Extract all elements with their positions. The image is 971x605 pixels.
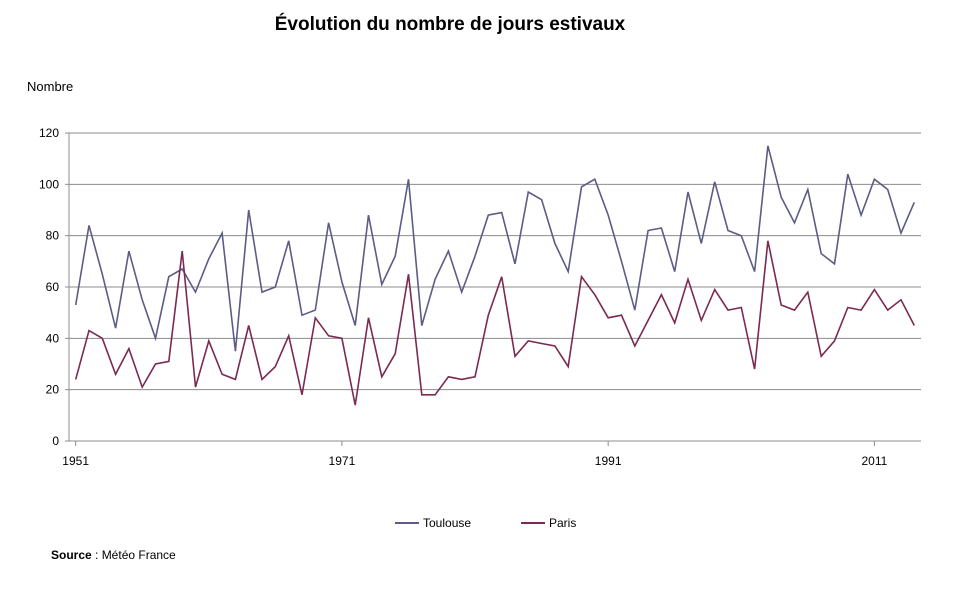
x-tick-labels: 1951 1971 1991 2011 — [62, 454, 887, 468]
series-lines — [74, 145, 916, 406]
x-tick-label: 2011 — [862, 454, 888, 468]
legend-label-paris: Paris — [549, 516, 577, 530]
x-tick-label: 1971 — [329, 454, 356, 468]
legend-swatch-toulouse — [395, 522, 419, 524]
x-tick-label: 1991 — [595, 454, 622, 468]
y-tick-label: 80 — [46, 229, 60, 243]
y-tick-label: 60 — [46, 280, 60, 294]
legend-label-toulouse: Toulouse — [423, 516, 472, 530]
y-axis-label: Nombre — [27, 79, 74, 94]
gridlines — [69, 132, 921, 391]
y-tick-label: 20 — [46, 383, 60, 397]
y-tick-label: 120 — [39, 126, 59, 140]
source-label: Source — [51, 548, 92, 562]
y-tick-label: 100 — [39, 177, 59, 191]
axes — [65, 132, 921, 446]
legend-item-toulouse: Toulouse — [395, 516, 471, 530]
source-value: : Météo France — [91, 548, 176, 562]
series-line-paris — [74, 240, 916, 406]
series-line-toulouse — [74, 145, 916, 352]
y-tick-label: 0 — [52, 434, 59, 448]
y-tick-label: 40 — [46, 331, 60, 345]
y-tick-labels: 0 20 40 60 80 100 120 — [39, 126, 59, 448]
x-tick-label: 1951 — [62, 454, 89, 468]
chart-title: Évolution du nombre de jours estivaux — [274, 14, 626, 35]
legend-swatch-paris — [521, 522, 545, 524]
source-note: Source : Météo France — [51, 548, 176, 562]
legend-item-paris: Paris — [521, 516, 576, 530]
